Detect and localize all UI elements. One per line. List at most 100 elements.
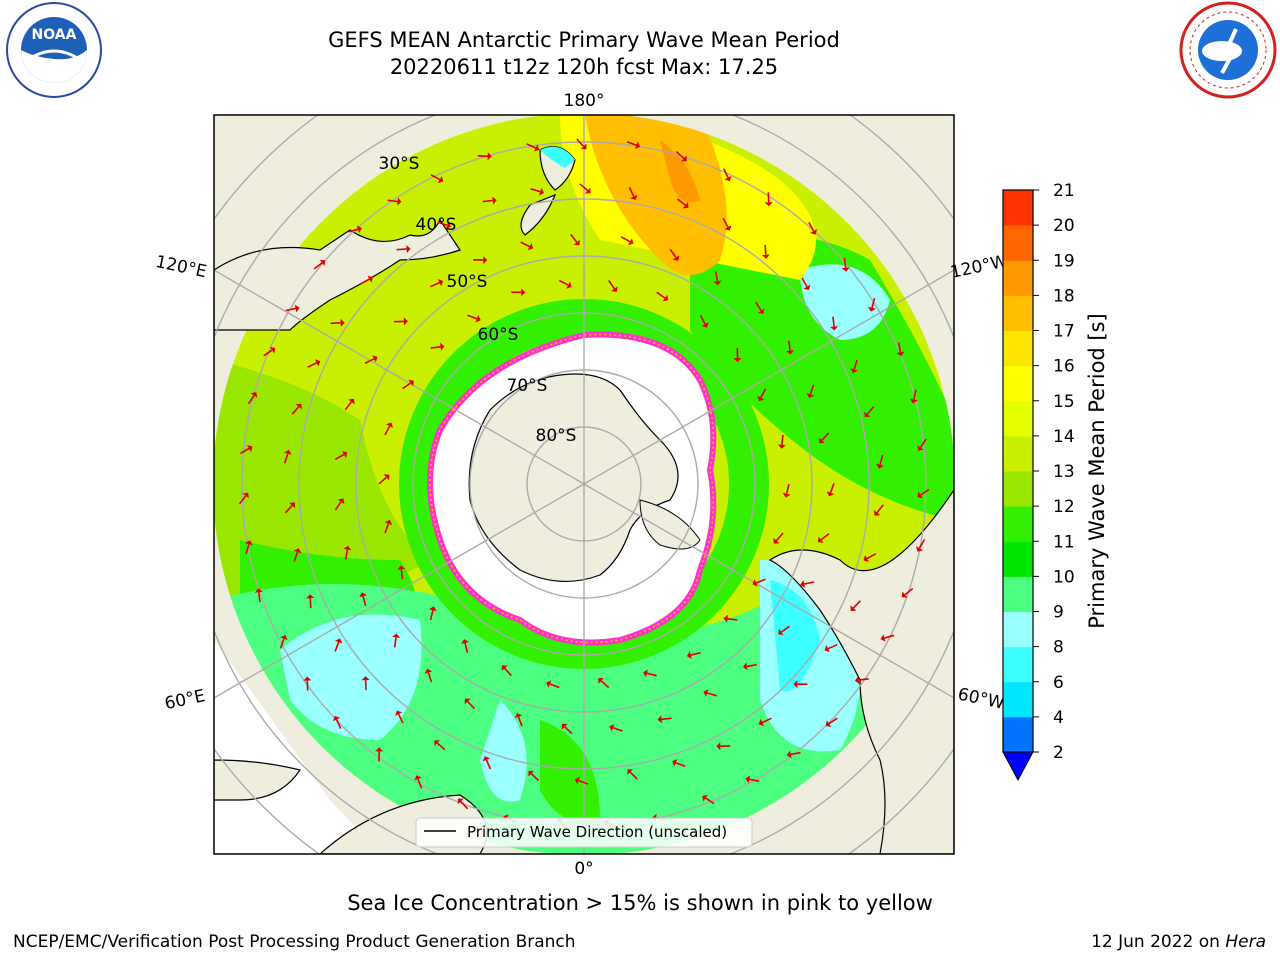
colorbar-tick-label: 16 xyxy=(1053,357,1075,377)
wave-direction-arrow xyxy=(364,358,375,365)
wave-direction-arrow xyxy=(467,314,478,320)
wave-direction-arrowhead xyxy=(573,239,580,246)
colorbar-segment xyxy=(1003,190,1033,226)
colorbar-tick-label: 18 xyxy=(1053,286,1075,306)
colorbar-segment xyxy=(1003,260,1033,296)
colorbar-segment xyxy=(1003,646,1033,683)
wave-direction-arrow xyxy=(821,432,830,441)
lat-label-50s: 50°S xyxy=(447,272,488,292)
wave-direction-arrow xyxy=(669,248,677,258)
wave-direction-arrow xyxy=(804,581,815,585)
wave-direction-arrowhead xyxy=(414,775,422,781)
wave-direction-arrow xyxy=(564,726,573,735)
colorbar-segment xyxy=(1003,295,1033,331)
wave-direction-arrowhead xyxy=(764,202,773,207)
wave-direction-arrow xyxy=(362,596,367,607)
wave-direction-arrowhead xyxy=(682,202,689,209)
wave-direction-arrowhead xyxy=(793,680,798,689)
wave-direction-arrow xyxy=(866,405,875,415)
colorbar-tick-label: 15 xyxy=(1053,392,1075,412)
wave-direction-arrowhead xyxy=(521,288,526,297)
wave-direction-arrowhead xyxy=(686,651,692,659)
wave-direction-arrow xyxy=(808,221,815,232)
colorbar-segment xyxy=(1003,611,1033,648)
wave-direction-arrowhead xyxy=(800,580,805,588)
colorbar-tick-label: 13 xyxy=(1053,462,1075,482)
wave-direction-arrow xyxy=(919,438,927,448)
wave-direction-arrowhead xyxy=(250,392,258,398)
wave-direction-arrow xyxy=(430,346,441,349)
wave-direction-arrowhead xyxy=(386,422,394,428)
wave-direction-arrow xyxy=(400,569,404,580)
wave-direction-arrowhead xyxy=(294,304,300,313)
wave-direction-arrowhead xyxy=(628,238,634,246)
wave-direction-arrow xyxy=(258,592,261,603)
wave-direction-arrow xyxy=(646,672,657,677)
colorbar-segment xyxy=(1003,330,1033,367)
wave-direction-arrowhead xyxy=(440,342,445,351)
wave-direction-arrow xyxy=(677,198,686,206)
colorbar-segment xyxy=(1003,471,1033,507)
wave-direction-arrowhead xyxy=(403,317,408,326)
wave-direction-arrowhead xyxy=(342,451,348,458)
wave-direction-arrow xyxy=(330,322,341,325)
wave-direction-arrowhead xyxy=(841,267,850,272)
lon-label-upper-right: 120°W xyxy=(949,251,1010,283)
wave-direction-arrowhead xyxy=(916,546,923,552)
wave-direction-arrow xyxy=(402,382,412,390)
wave-direction-arrow xyxy=(348,228,359,233)
wave-direction-arrow xyxy=(843,257,847,268)
wave-direction-arrow xyxy=(661,717,672,721)
map-legend: Primary Wave Direction (unscaled) xyxy=(415,817,753,848)
wave-direction-arrow xyxy=(699,314,706,325)
wave-direction-arrowhead xyxy=(375,747,384,752)
wave-direction-arrow xyxy=(344,549,349,560)
wave-direction-arrowhead xyxy=(701,322,709,328)
lon-label-lower-left: 60°E xyxy=(163,686,207,714)
wave-direction-arrow xyxy=(307,362,318,368)
wave-direction-arrowhead xyxy=(681,155,687,162)
wave-direction-arrowhead xyxy=(437,279,444,287)
colorbar-segment xyxy=(1003,716,1033,753)
wave-direction-arrowhead xyxy=(408,379,414,387)
wave-direction-arrowhead xyxy=(372,355,378,363)
wave-direction-arrowhead xyxy=(806,393,815,399)
wave-direction-arrowhead xyxy=(657,715,662,724)
noaa-logo-text: NOAA xyxy=(32,27,77,43)
australia-landmass xyxy=(214,218,461,331)
wave-direction-arrowhead xyxy=(757,395,765,402)
wave-direction-arrow xyxy=(467,700,476,710)
wave-direction-arrow xyxy=(504,667,512,677)
date-stamp: 12 Jun 2022 on Hera xyxy=(1091,932,1266,952)
lon-label-top: 180° xyxy=(564,91,605,111)
lat-label-30s: 30°S xyxy=(379,154,420,174)
wave-direction-arrowhead xyxy=(742,662,748,671)
wave-direction-arrowhead xyxy=(289,502,296,509)
wave-direction-arrow xyxy=(436,742,446,751)
wave-direction-arrowhead xyxy=(269,346,276,354)
wave-direction-arrowhead xyxy=(752,579,758,587)
wave-direction-arrowhead xyxy=(314,359,321,367)
colorbar-tick-label: 12 xyxy=(1053,497,1075,517)
colorbar-segment xyxy=(1003,681,1033,718)
wave-direction-arrowhead xyxy=(580,143,587,150)
wave-direction-arrowhead xyxy=(247,445,253,452)
wave-direction-arrow xyxy=(780,625,791,633)
wave-direction-arrow xyxy=(293,551,299,562)
wave-direction-arrowhead xyxy=(777,444,786,449)
wave-direction-arrow xyxy=(788,340,791,351)
wave-direction-arrowhead xyxy=(461,639,469,644)
colorbar-tick-label: 6 xyxy=(1053,673,1064,693)
wave-direction-arrow xyxy=(612,727,623,732)
legend-label: Primary Wave Direction (unscaled) xyxy=(467,823,727,841)
map-frame-content xyxy=(214,115,954,854)
wave-direction-arrow xyxy=(828,717,838,725)
wave-direction-arrow xyxy=(460,800,469,810)
wave-direction-arrowhead xyxy=(830,326,838,331)
wave-direction-arrowhead xyxy=(778,628,784,636)
wave-direction-arrowhead xyxy=(635,141,641,149)
colorbar-segment xyxy=(1003,435,1033,472)
colorbar-tick-label: 21 xyxy=(1053,181,1075,201)
wave-direction-arrow xyxy=(387,199,398,203)
